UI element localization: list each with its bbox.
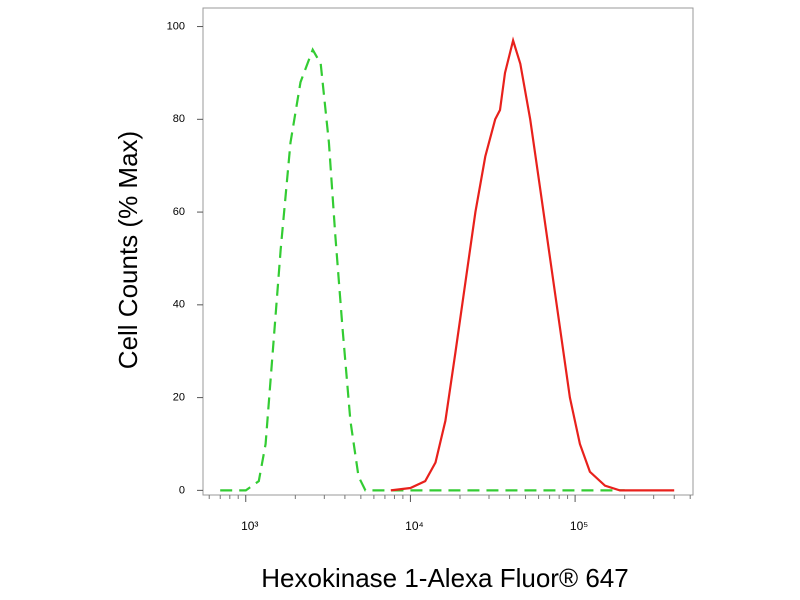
- x-tick-label: 10⁴: [405, 519, 424, 533]
- plot-frame: [202, 7, 694, 496]
- y-tick-label: 40: [173, 299, 185, 311]
- x-axis-label: Hexokinase 1-Alexa Fluor® 647: [261, 563, 628, 593]
- series-line: [220, 47, 625, 492]
- series-line: [390, 36, 675, 492]
- y-tick-label: 0: [179, 484, 185, 496]
- x-tick-label: 10⁵: [570, 519, 588, 533]
- y-axis-label: Cell Counts (% Max): [113, 131, 143, 369]
- y-tick-label: 20: [173, 392, 185, 404]
- y-tick-label: 100: [167, 20, 185, 32]
- y-tick-label: 60: [173, 206, 185, 218]
- x-tick-label: 10³: [241, 519, 258, 533]
- y-tick-label: 80: [173, 113, 185, 125]
